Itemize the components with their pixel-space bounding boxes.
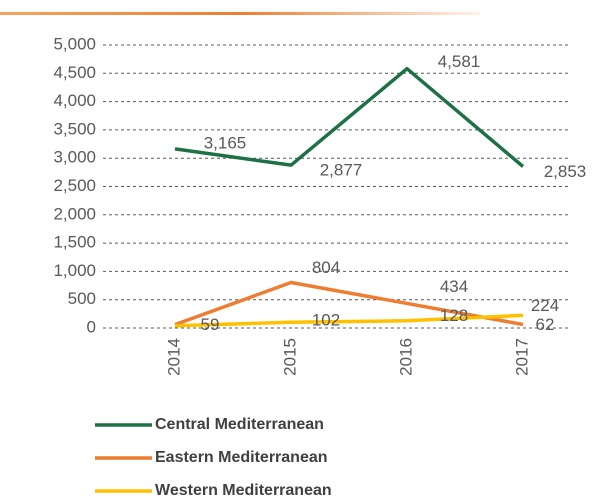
y-tick-label: 5,000 <box>53 34 96 53</box>
data-label: 62 <box>536 315 555 334</box>
legend-label: Western Mediterranean <box>155 482 332 498</box>
series-line <box>174 66 525 168</box>
series-line <box>174 313 524 328</box>
x-tick-label: 2016 <box>396 338 415 376</box>
data-label: 128 <box>440 306 468 325</box>
data-label: 224 <box>531 296 559 315</box>
series-line <box>174 280 524 327</box>
legend-label: Eastern Mediterranean <box>155 449 328 466</box>
y-tick-label: 1,000 <box>53 261 96 280</box>
data-label: 2,877 <box>320 161 363 180</box>
y-tick-label: 4,500 <box>53 63 96 82</box>
x-tick-label: 2015 <box>280 338 299 376</box>
legend-label: Central Mediterranean <box>155 416 324 433</box>
y-tick-label: 4,000 <box>53 91 96 110</box>
data-label: 3,165 <box>204 133 247 152</box>
y-tick-label: 500 <box>68 289 96 308</box>
y-tick-label: 3,000 <box>53 148 96 167</box>
x-tick-label: 2017 <box>512 338 531 376</box>
x-tick-label: 2014 <box>164 338 183 376</box>
y-tick-label: 3,500 <box>53 119 96 138</box>
y-tick-label: 2,000 <box>53 204 96 223</box>
data-label: 4,581 <box>438 52 481 71</box>
header-rule <box>0 12 480 15</box>
y-tick-label: 2,500 <box>53 176 96 195</box>
data-label: 434 <box>440 277 468 296</box>
data-label: 102 <box>312 311 340 330</box>
data-label: 804 <box>312 258 340 277</box>
data-label: 2,853 <box>544 162 587 181</box>
y-tick-label: 1,500 <box>53 233 96 252</box>
data-label: 59 <box>201 315 220 334</box>
y-tick-label: 0 <box>87 317 96 336</box>
